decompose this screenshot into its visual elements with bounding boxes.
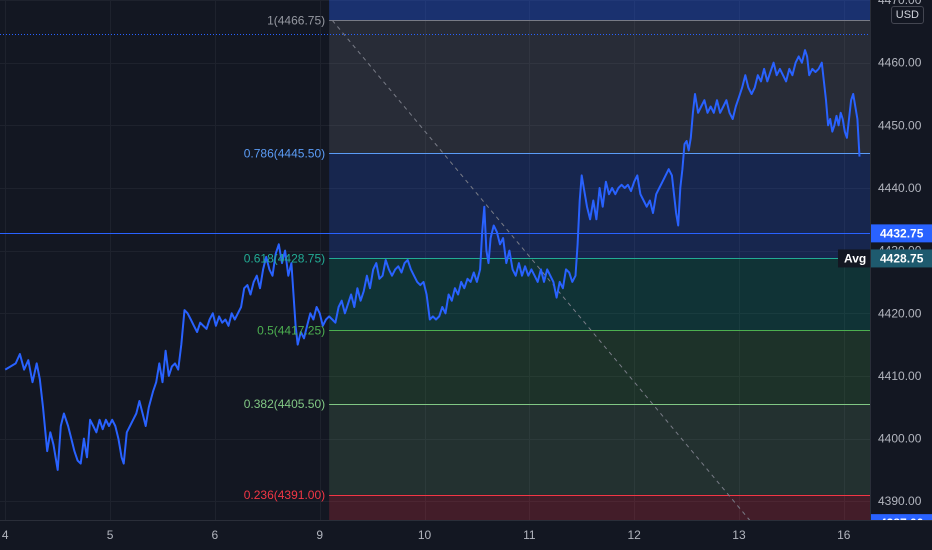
y-tick-2: 4450.00 xyxy=(878,118,922,132)
time-axis-background[interactable] xyxy=(0,520,932,550)
fib-label-1: 1(4466.75) xyxy=(267,13,325,27)
time-axis-ticks: 4 5 6 9 10 11 12 13 16 xyxy=(2,528,851,542)
avg-label: Avg xyxy=(838,249,870,268)
fibonacci-labels: 1(4466.75) 0.786(4445.50) 0.618(4428.75) 0.… xyxy=(244,13,325,502)
grid-lines xyxy=(0,0,870,520)
x-tick-2: 6 xyxy=(212,528,219,542)
x-tick-6: 12 xyxy=(627,528,641,542)
currency-label[interactable]: USD xyxy=(890,6,924,24)
fib-label-0.5: 0.5(4417.25) xyxy=(257,323,325,337)
fib-label-0.382: 0.382(4405.50) xyxy=(244,397,325,411)
fibonacci-levels[interactable] xyxy=(329,20,870,496)
y-tick-7: 4400.00 xyxy=(878,432,922,446)
fibonacci-fills xyxy=(329,0,870,520)
fibonacci-trend-line xyxy=(331,20,771,546)
y-tick-8: 4390.00 xyxy=(878,494,922,508)
y-tick-5: 4420.00 xyxy=(878,306,922,320)
y-tick-3: 4440.00 xyxy=(878,181,922,195)
x-tick-1: 5 xyxy=(107,528,114,542)
fib-label-0.236: 0.236(4391.00) xyxy=(244,488,325,502)
price-series xyxy=(4,49,861,471)
y-tick-6: 4410.00 xyxy=(878,369,922,383)
fib-band-0.5 xyxy=(329,330,870,405)
fib-band-0.786 xyxy=(329,153,870,259)
fib-band-0.382 xyxy=(329,404,870,495)
y-tick-1: 4460.00 xyxy=(878,56,922,70)
price-axis-background[interactable] xyxy=(870,0,932,550)
fib-band-0.236 xyxy=(329,494,870,520)
svg-text:Avg: Avg xyxy=(844,251,866,265)
svg-text:4432.75: 4432.75 xyxy=(880,226,924,240)
fib-label-0.618: 0.618(4428.75) xyxy=(244,251,325,265)
price-line-0 xyxy=(4,49,861,471)
fib-band-top xyxy=(329,0,870,21)
x-tick-4: 10 xyxy=(418,528,432,542)
price-badge-line-1: 4432.75 xyxy=(871,224,932,243)
horizontal-lines[interactable] xyxy=(0,34,870,234)
fib-band-1 xyxy=(329,20,870,154)
x-tick-5: 11 xyxy=(523,528,536,542)
svg-text:4428.75: 4428.75 xyxy=(880,251,924,265)
x-tick-0: 4 xyxy=(2,528,9,542)
price-badge-avg: 4428.75 xyxy=(871,249,932,268)
x-tick-8: 16 xyxy=(837,528,851,542)
fib-band-0.618 xyxy=(329,258,870,331)
y-tick-0: 4470.00 xyxy=(878,0,922,7)
fib-label-0.786: 0.786(4445.50) xyxy=(244,146,325,160)
x-tick-7: 13 xyxy=(732,528,746,542)
price-axis-ticks: 4470.004460.004450.004440.004430.004420.… xyxy=(878,0,922,508)
trend-line xyxy=(331,20,771,546)
x-tick-3: 9 xyxy=(316,528,323,542)
